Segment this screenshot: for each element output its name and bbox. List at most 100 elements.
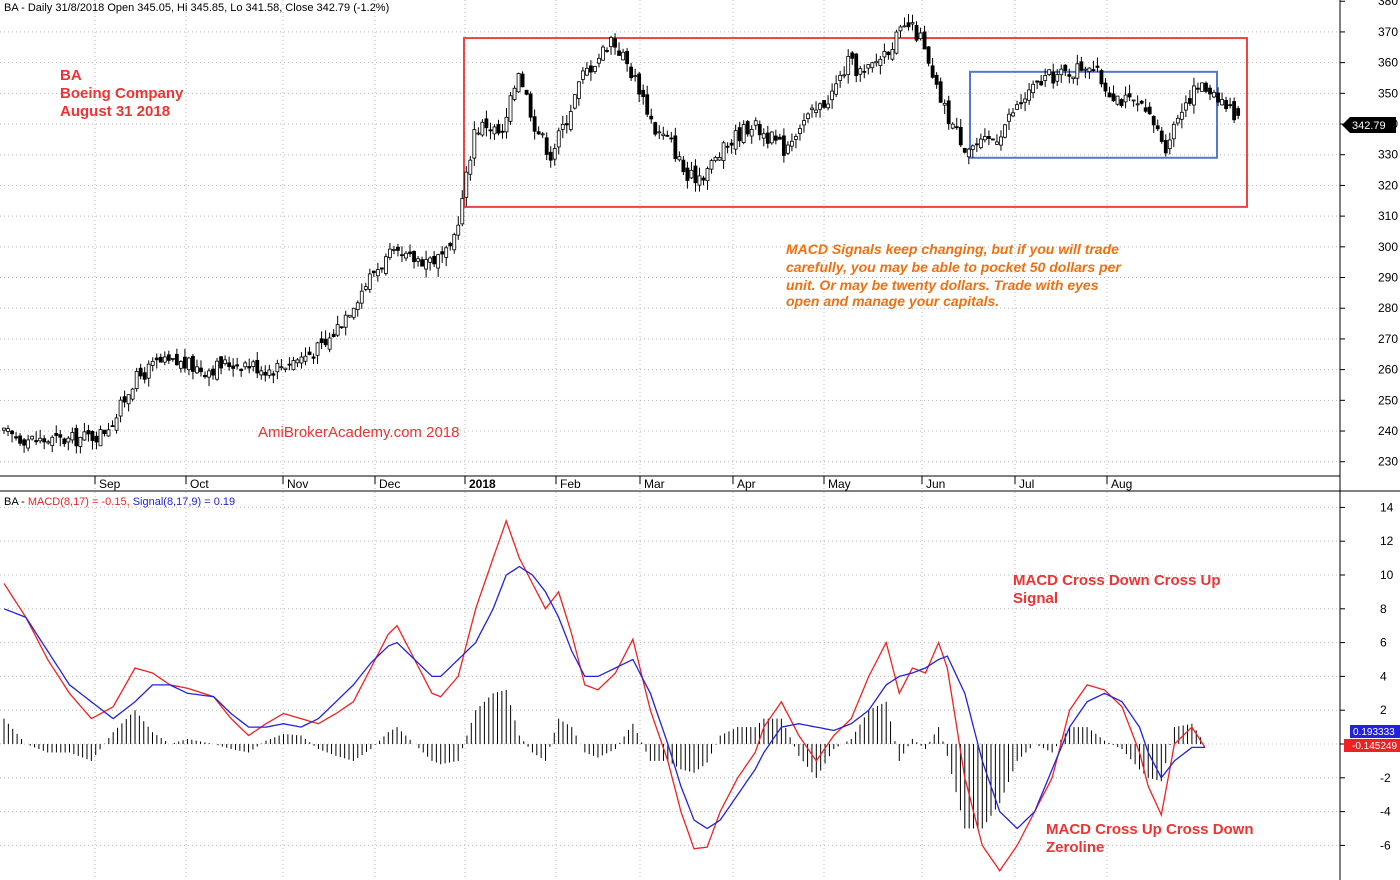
candle-body xyxy=(247,366,252,369)
candle-body xyxy=(138,367,143,377)
candle-body xyxy=(114,417,119,431)
candle-body xyxy=(243,362,248,368)
candle-body xyxy=(721,142,726,161)
candle-body xyxy=(605,50,609,52)
candle-body xyxy=(468,159,473,175)
macd-panel-header: BA - MACD(8,17) = -0.15, Signal(8,17,9) … xyxy=(4,496,235,508)
candle-body xyxy=(118,399,123,417)
candle-body xyxy=(150,360,155,366)
candle-body xyxy=(1107,92,1112,98)
candle-body xyxy=(1127,93,1132,98)
candle-body xyxy=(178,361,183,369)
candle-body xyxy=(1087,67,1092,73)
candle-body xyxy=(882,50,887,58)
candle-body xyxy=(922,31,927,50)
candle-body xyxy=(371,270,376,274)
candle-body xyxy=(26,439,31,449)
candle-body xyxy=(1019,102,1023,105)
candle-body xyxy=(713,156,718,162)
candle-body xyxy=(396,246,400,251)
candle-body xyxy=(1200,82,1204,92)
candle-body xyxy=(1236,108,1241,116)
macd-tick-label: -6 xyxy=(1380,838,1391,852)
candle-body xyxy=(1115,95,1120,105)
candle-body xyxy=(786,144,790,154)
candle-body xyxy=(158,356,163,363)
candle-body xyxy=(30,435,35,440)
candle-body xyxy=(440,251,445,255)
candle-body xyxy=(1031,83,1036,94)
macd-tick-label: 8 xyxy=(1380,602,1387,616)
candle-body xyxy=(601,46,605,61)
note-line-3: unit. Or may be twenty dollars. Trade wi… xyxy=(786,277,1099,293)
candle-body xyxy=(802,120,806,126)
candle-body xyxy=(18,435,22,444)
candle-body xyxy=(283,367,288,370)
candle-body xyxy=(62,438,67,445)
candle-body xyxy=(1007,113,1011,122)
candle-body xyxy=(520,73,525,88)
candle-body xyxy=(942,103,947,106)
macd-tick-label: 14 xyxy=(1380,500,1394,514)
candle-body xyxy=(367,273,372,290)
candle-body xyxy=(122,396,127,403)
candle-body xyxy=(572,94,577,109)
candle-body xyxy=(54,433,59,436)
price-tick-label: 380 xyxy=(1378,0,1398,8)
macd-signal-annotation-1: MACD Cross Down Cross Up xyxy=(1013,572,1221,589)
candle-body xyxy=(818,103,822,110)
price-tick-label: 370 xyxy=(1378,25,1398,39)
candle-body xyxy=(46,441,51,444)
x-tick-label: Oct xyxy=(190,477,209,491)
candle-body xyxy=(488,129,493,132)
note-line-2: carefully, you may be able to pocket 50 … xyxy=(786,259,1122,275)
candle-body xyxy=(126,394,131,405)
candle-body xyxy=(653,122,658,135)
candle-body xyxy=(146,363,151,379)
candle-body xyxy=(862,70,867,73)
macd-tick-label: 4 xyxy=(1380,669,1387,683)
candle-body xyxy=(82,431,87,441)
candle-body xyxy=(223,359,228,364)
candle-body xyxy=(790,140,794,147)
candle-body xyxy=(842,74,847,77)
price-tick-label: 280 xyxy=(1378,301,1398,315)
candle-body xyxy=(70,432,75,441)
candle-body xyxy=(625,50,629,65)
candle-body xyxy=(1091,69,1096,71)
candle-body xyxy=(1023,98,1027,103)
candle-body xyxy=(1015,104,1019,110)
macd-signal-annotation-2: Signal xyxy=(1013,590,1058,607)
candle-body xyxy=(355,302,360,310)
candle-body xyxy=(388,248,392,259)
candle-body xyxy=(239,368,244,372)
candle-body xyxy=(966,148,971,158)
candle-body xyxy=(255,359,260,374)
candle-body xyxy=(311,356,316,359)
macd-line xyxy=(3,518,1206,872)
candle-body xyxy=(830,90,835,101)
candle-body xyxy=(1179,111,1184,120)
candle-body xyxy=(890,49,895,60)
candle-body xyxy=(580,70,585,80)
macd-tick-label: -2 xyxy=(1380,771,1391,785)
candle-body xyxy=(894,31,899,54)
candle-body xyxy=(400,254,404,257)
candle-body xyxy=(874,60,879,64)
candle-body xyxy=(806,113,810,120)
candle-body xyxy=(1159,130,1164,142)
candle-body xyxy=(456,224,461,236)
candle-body xyxy=(484,118,489,129)
candle-body xyxy=(34,440,39,443)
candle-body xyxy=(725,145,730,148)
candle-body xyxy=(669,137,674,140)
watermark-text: AmiBrokerAcademy.com 2018 xyxy=(258,424,459,441)
date-label: August 31 2018 xyxy=(60,103,170,120)
candle-body xyxy=(838,74,843,81)
candle-body xyxy=(1196,87,1200,90)
candle-body xyxy=(1228,104,1232,107)
candle-body xyxy=(962,148,967,153)
candle-body xyxy=(110,425,115,428)
candle-body xyxy=(560,123,565,130)
candle-body xyxy=(375,269,380,277)
